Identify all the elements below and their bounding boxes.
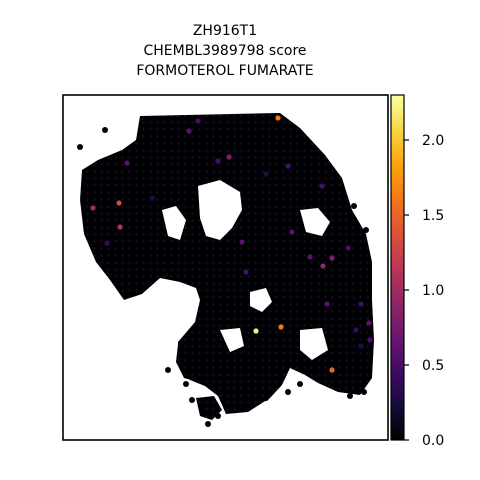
highlighted-spots — [90, 115, 373, 373]
spot-14 — [239, 239, 245, 245]
spot-13 — [289, 229, 295, 235]
spot-17 — [307, 254, 313, 260]
spot-1 — [195, 118, 201, 124]
spot-28 — [358, 343, 364, 349]
colorbar-tick-label: 2.0 — [422, 133, 444, 149]
spot-11 — [90, 205, 96, 211]
spot-16 — [345, 245, 351, 251]
spot-12 — [117, 224, 123, 230]
chart-title-line-2: CHEMBL3989798 score — [143, 43, 307, 59]
colorbar-tick-label: 1.5 — [422, 208, 444, 224]
spot-6 — [285, 163, 291, 169]
spot-4 — [215, 158, 221, 164]
spot-7 — [263, 171, 269, 177]
spot-18 — [329, 255, 335, 261]
spot-23 — [366, 320, 372, 326]
spot-25 — [253, 328, 259, 334]
spot-5 — [124, 160, 130, 166]
spot-0 — [275, 115, 281, 121]
spot-grid-texture — [63, 95, 388, 440]
spot-26 — [353, 327, 359, 333]
colorbar-ticks: 0.0 0.5 1.0 1.5 2.0 — [404, 133, 444, 449]
spot-27 — [367, 337, 373, 343]
spot-9 — [149, 195, 155, 201]
plot-frame — [62, 94, 389, 441]
chart-title-line-3: FORMOTEROL FUMARATE — [136, 63, 314, 79]
colorbar-tick-label: 0.5 — [422, 358, 444, 374]
tissue-spots-region — [63, 95, 388, 440]
spot-2 — [186, 128, 192, 134]
spot-20 — [243, 269, 249, 275]
spot-8 — [319, 183, 325, 189]
spot-3 — [226, 154, 232, 160]
spot-21 — [324, 301, 330, 307]
spot-29 — [329, 367, 335, 373]
chart-title-line-1: ZH916T1 — [192, 23, 258, 39]
spot-24 — [278, 324, 284, 330]
spot-19 — [320, 263, 326, 269]
spot-22 — [358, 301, 364, 307]
colorbar-tick-label: 1.0 — [422, 283, 444, 299]
colorbar — [390, 94, 405, 441]
spot-10 — [116, 200, 122, 206]
spot-15 — [104, 240, 110, 246]
colorbar-tick-label: 0.0 — [422, 433, 444, 449]
scattered-outlier-spots — [77, 127, 369, 427]
